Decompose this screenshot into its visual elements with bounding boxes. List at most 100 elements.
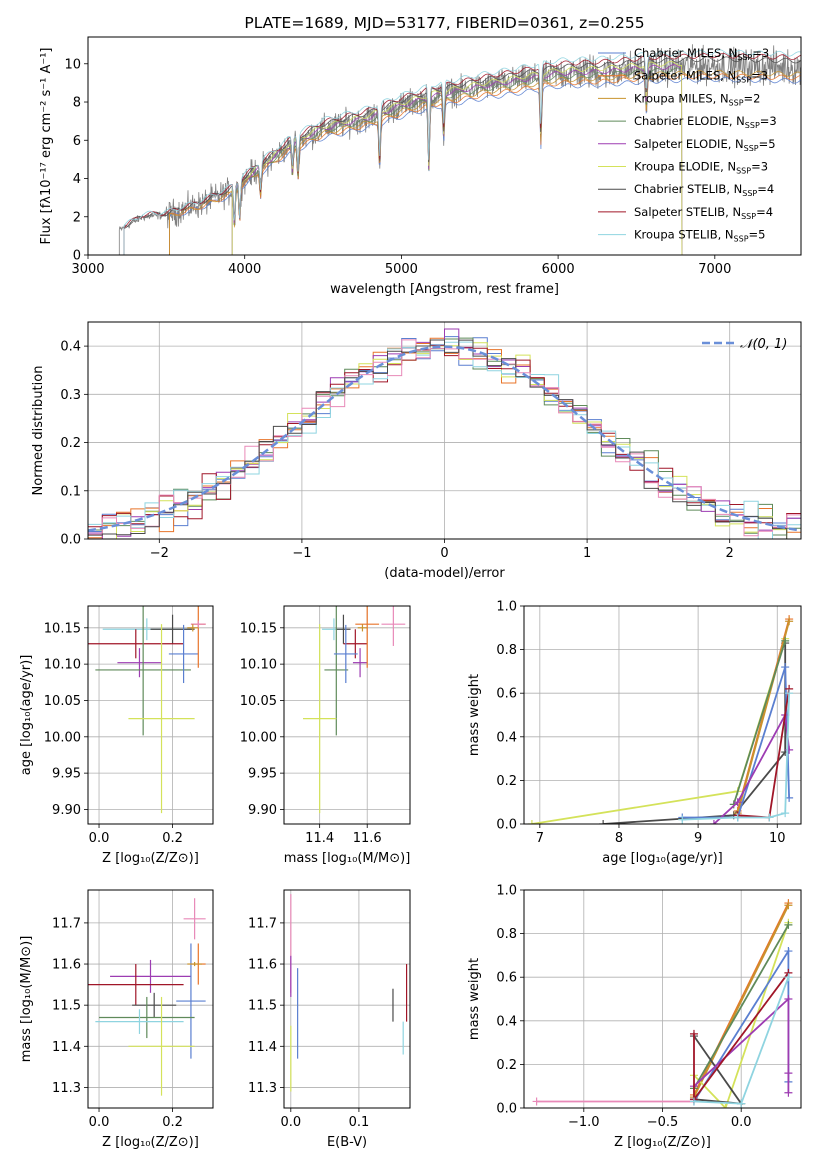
errorbar-point — [95, 606, 191, 736]
errorbar-point — [190, 620, 206, 628]
weight-line — [693, 904, 790, 1098]
y-axis-label: mass [log₁₀(M/M⊙)] — [19, 936, 34, 1063]
weight-vs-age-axes: 7 8 9 10 0.0 0.2 0.4 0.6 0.8 1.0 age [log₁₀(age/yr… — [467, 600, 802, 866]
weight-series-chabrier_stelib — [599, 639, 790, 824]
errorbar-point — [150, 614, 195, 644]
errorbar-point — [110, 959, 191, 993]
weight-series-pink — [532, 1097, 698, 1106]
weight-line — [693, 924, 790, 1089]
legend-label: Kroupa ELODIE, N — [634, 160, 736, 174]
weight-marker — [689, 1097, 698, 1106]
legend-label: Chabrier MILES, N — [634, 46, 737, 60]
x-axis-label: Z [log₁₀(Z/Z⊙)] — [614, 1135, 711, 1150]
x-tick-label: −2 — [150, 546, 169, 561]
weight-marker — [733, 813, 742, 822]
x-tick-label: 6000 — [542, 262, 575, 277]
x-tick-label: 1 — [583, 546, 591, 561]
y-tick-label: 6 — [73, 134, 81, 149]
weight-marker — [781, 809, 790, 818]
y-tick-label: 9.90 — [52, 803, 81, 818]
weight-line — [603, 643, 787, 824]
y-tick-label: 11.6 — [52, 958, 81, 973]
y-tick-label: 9.95 — [248, 767, 277, 782]
y-axis-label: Normed distribution — [31, 366, 46, 496]
weight-line — [732, 640, 787, 805]
weight-marker — [785, 617, 794, 626]
y-tick-label: 0.2 — [60, 436, 81, 451]
x-tick-label: 11.6 — [353, 831, 382, 846]
weight-vs-z-plot-area — [524, 890, 801, 1108]
x-tick-label: 0.0 — [731, 1115, 752, 1130]
y-tick-label: 10.10 — [240, 658, 277, 673]
y-tick-label: 0.6 — [496, 687, 517, 702]
weight-vs-z-axes: −1.0 −0.5 0.0 0.0 0.2 0.4 0.6 0.8 1.0 Z [log₁₀(Z/… — [467, 884, 802, 1150]
residual-legend: 𝒩(0, 1) — [702, 337, 787, 352]
weight-marker — [784, 1069, 793, 1078]
y-tick-label: 0.0 — [496, 818, 517, 833]
legend-entry: Salpeter STELIB, NSSP=4 — [634, 205, 773, 221]
legend-label: Chabrier ELODIE, N — [634, 114, 745, 128]
weight-marker — [784, 920, 793, 929]
y-tick-label: 0.2 — [496, 1058, 517, 1073]
weight-series-kroupa_elodie — [527, 634, 790, 824]
y-tick-label: 9.90 — [248, 803, 277, 818]
legend-entry: Chabrier STELIB, NSSP=4 — [634, 182, 774, 198]
y-tick-label: 2 — [73, 210, 81, 225]
weight-marker — [784, 1088, 793, 1097]
legend-label: Kroupa STELIB, N — [634, 228, 734, 242]
errorbar-point — [176, 943, 206, 1059]
weight-line — [531, 638, 787, 824]
errorbar-point — [88, 964, 184, 1006]
legend-count: =3 — [751, 160, 768, 174]
legend-count: =2 — [744, 91, 761, 105]
axes-frame — [523, 889, 802, 1109]
mass-vs-ebv-axes: 0.0 0.1 11.3 11.4 11.5 11.6 11.7 E(B-V) — [248, 889, 411, 1150]
x-tick-label: 11.4 — [305, 831, 334, 846]
weight-marker — [781, 663, 790, 672]
model-spectrum-stelib — [123, 56, 801, 255]
legend-label: Salpeter STELIB, N — [634, 205, 741, 219]
x-axis-label: age [log₁₀(age/yr)] — [602, 851, 723, 866]
x-axis-label: Z [log₁₀(Z/Z⊙)] — [102, 851, 199, 866]
weight-marker — [784, 947, 793, 956]
legend-count: =3 — [751, 69, 768, 83]
model-spectrum-miles — [169, 69, 801, 255]
legend-label: Salpeter ELODIE, N — [634, 137, 744, 151]
x-tick-label: 0.0 — [89, 1115, 110, 1130]
legend-entry: Chabrier ELODIE, NSSP=3 — [634, 114, 777, 130]
legend-subscript: SSP — [744, 144, 759, 153]
y-tick-label: 8 — [73, 96, 81, 111]
residuals-plot-area — [88, 322, 801, 539]
legend-label: Chabrier STELIB, N — [634, 182, 742, 196]
x-tick-label: 10 — [769, 831, 786, 846]
legend-subscript: SSP — [742, 189, 757, 198]
weight-marker — [599, 820, 608, 824]
x-tick-label: 9 — [694, 831, 702, 846]
weight-marker — [784, 973, 793, 982]
age-vs-z-plot-area — [88, 606, 213, 824]
age-vs-z-axes: 0.0 0.2 9.90 9.95 10.00 10.05 10.10 10.15 Z [log… — [19, 605, 214, 866]
y-axis-label: mass weight — [467, 674, 482, 756]
legend-subscript: SSP — [736, 76, 751, 85]
y-tick-label: 11.3 — [248, 1081, 277, 1096]
legend-entry: Kroupa MILES, NSSP=2 — [634, 91, 760, 107]
y-tick-label: 4 — [73, 172, 81, 187]
errorbar-point — [117, 648, 162, 678]
y-tick-label: 10.00 — [44, 730, 81, 745]
legend-entry: Salpeter ELODIE, NSSP=5 — [634, 137, 776, 153]
errorbar-point — [187, 624, 199, 632]
model-spectrum-elodie — [231, 61, 683, 255]
errorbar-point — [99, 996, 195, 1039]
x-tick-label: 0 — [440, 546, 448, 561]
errorbar-point — [183, 898, 206, 940]
y-tick-label: 0.0 — [60, 533, 81, 548]
errorbar-point — [303, 624, 337, 814]
x-axis-label: E(B-V) — [327, 1135, 367, 1150]
y-tick-label: 10 — [64, 57, 81, 72]
legend-entry: Salpeter MILES, NSSP=3 — [634, 69, 768, 85]
x-tick-label: 0.2 — [162, 1115, 183, 1130]
y-tick-label: 11.5 — [248, 999, 277, 1014]
errorbar-point — [381, 606, 406, 646]
errorbar-point — [324, 606, 349, 736]
